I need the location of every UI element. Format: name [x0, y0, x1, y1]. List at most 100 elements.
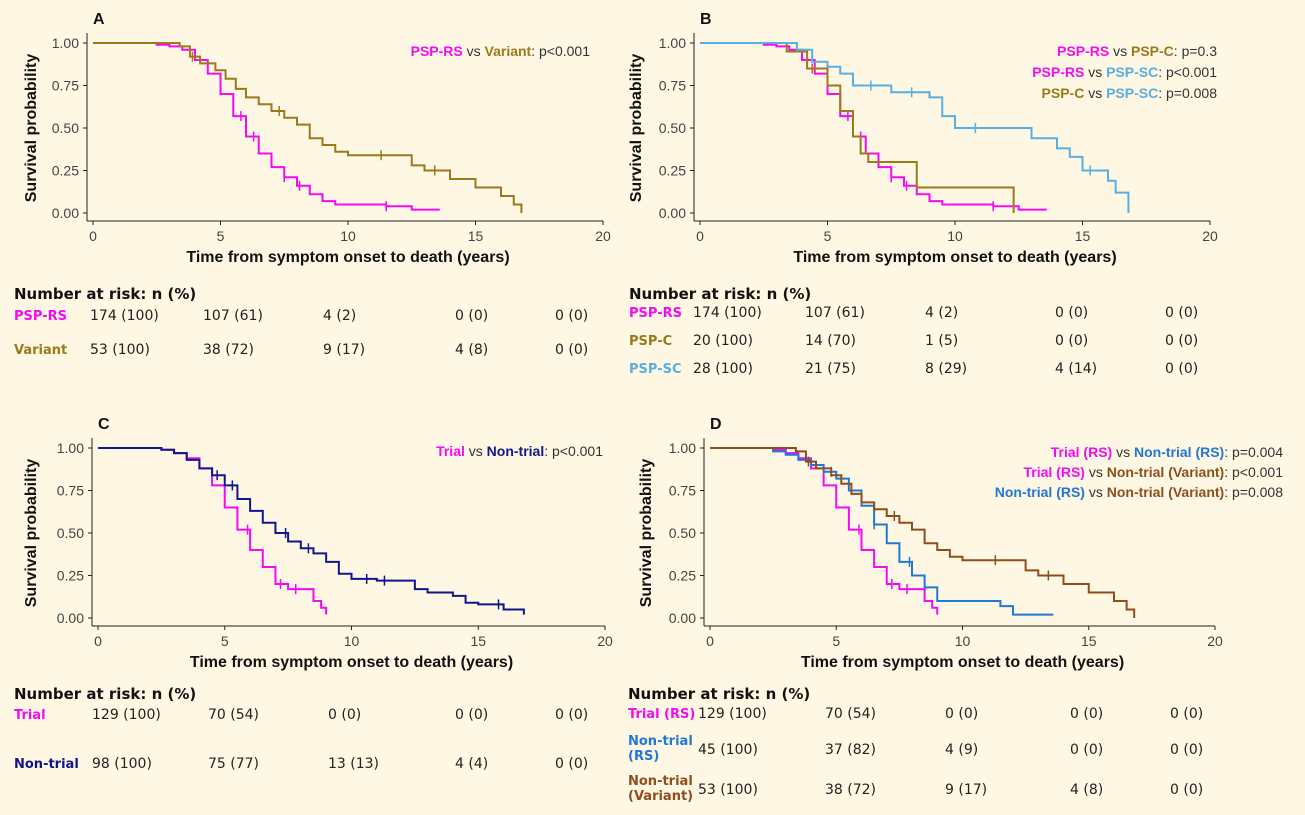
- panel-label: A: [93, 11, 105, 28]
- survival-curve-trial-rs: [710, 447, 939, 615]
- risk-cell: 0 (0): [1170, 742, 1204, 758]
- annotation-vs: vs: [465, 443, 487, 459]
- y-tick-label: 0.25: [659, 163, 686, 179]
- risk-cell: 4 (8): [455, 342, 489, 358]
- survival-curve-psp-sc: [700, 42, 1130, 213]
- risk-row-label-non-trial: Non-trial: [14, 757, 79, 772]
- risk-cell: 0 (0): [1170, 706, 1204, 722]
- risk-cell: 9 (17): [945, 782, 988, 798]
- panel-label: D: [710, 416, 722, 433]
- survival-curve-variant: [93, 42, 523, 213]
- x-tick-label: 15: [468, 228, 484, 244]
- risk-cell: 14 (70): [805, 333, 857, 349]
- risk-table-title: Number at risk: n (%): [14, 285, 197, 303]
- annotation-vs: vs: [1084, 64, 1106, 80]
- risk-cell: 0 (0): [1055, 333, 1089, 349]
- risk-row-label-trial-rs: Trial (RS): [628, 707, 696, 722]
- risk-cell: 4 (2): [323, 308, 357, 324]
- risk-cell: 0 (0): [455, 707, 489, 723]
- risk-cell: 0 (0): [1070, 742, 1104, 758]
- risk-cell: 0 (0): [1165, 305, 1199, 321]
- annotation-vs: vs: [1085, 484, 1107, 500]
- y-tick-label: 0.75: [669, 483, 696, 499]
- y-tick-label: 0.50: [57, 525, 84, 541]
- risk-cell: 4 (14): [1055, 361, 1098, 377]
- p-value-annotation: PSP-RS vs PSP-SC: p<0.001: [1032, 64, 1217, 80]
- y-tick-label: 0.75: [659, 78, 686, 94]
- annotation-group-b: PSP-SC: [1106, 64, 1158, 80]
- annotation-group-a: PSP-RS: [1057, 43, 1109, 59]
- x-tick-label: 15: [470, 633, 486, 649]
- x-axis-label: Time from symptom onset to death (years): [793, 249, 1116, 266]
- y-tick-label: 0.50: [669, 525, 696, 541]
- y-tick-label: 0.00: [659, 205, 686, 221]
- risk-cell: 4 (9): [945, 742, 979, 758]
- p-value-annotation: Trial (RS) vs Non-trial (Variant): p<0.0…: [1024, 464, 1284, 480]
- y-tick-label: 0.25: [669, 568, 696, 584]
- y-tick-label: 0.00: [57, 610, 84, 626]
- x-axis-label: Time from symptom onset to death (years): [801, 654, 1124, 671]
- annotation-p-value: : p=0.008: [1224, 484, 1283, 500]
- risk-cell: 75 (77): [208, 756, 260, 772]
- risk-cell: 174 (100): [90, 308, 159, 324]
- risk-cell: 0 (0): [555, 756, 589, 772]
- risk-table-title: Number at risk: n (%): [629, 285, 812, 303]
- panel-b: B 0.00 0.25 0.50 0.75 1.00 0 5 10 15 20 Time from s…: [605, 0, 1255, 400]
- x-tick-label: 15: [1081, 633, 1097, 649]
- y-tick-label: 0.75: [52, 78, 79, 94]
- y-tick-label: 0.75: [57, 483, 84, 499]
- y-axis-label: Survival probability: [23, 459, 40, 608]
- panel-label: B: [700, 11, 712, 28]
- risk-row-label-non-trial-rs: Non-trial (RS): [628, 734, 693, 764]
- annotation-p-value: : p=0.004: [1224, 444, 1283, 460]
- annotation-group-b: Non-trial (Variant): [1107, 484, 1224, 500]
- x-tick-label: 0: [696, 228, 704, 244]
- annotation-group-b: Non-trial (RS): [1134, 444, 1224, 460]
- x-tick-label: 0: [89, 228, 97, 244]
- risk-row-label-psp-sc: PSP-SC: [629, 362, 682, 377]
- risk-cell: 53 (100): [90, 342, 150, 358]
- annotation-group-a: Trial: [436, 443, 465, 459]
- annotation-p-value: : p<0.001: [531, 43, 590, 59]
- panel-c: C 0.00 0.25 0.50 0.75 1.00 0 5 10 15 20 Time from s…: [0, 405, 650, 805]
- panel-a: A 0.00 0.25 0.50 0.75 1.00 0 5 10 15 20 Time from s…: [0, 0, 650, 400]
- annotation-group-b: PSP-SC: [1106, 85, 1158, 101]
- annotation-p-value: : p=0.3: [1174, 43, 1217, 59]
- risk-cell: 98 (100): [92, 756, 152, 772]
- survival-curve-non-trial-rs: [710, 447, 1054, 616]
- y-tick-label: 1.00: [659, 35, 686, 51]
- risk-cell: 21 (75): [805, 361, 857, 377]
- annotation-group-a: Trial (RS): [1051, 444, 1112, 460]
- y-tick-label: 0.50: [52, 120, 79, 136]
- x-tick-label: 5: [221, 633, 229, 649]
- risk-cell: 174 (100): [693, 305, 762, 321]
- annotation-p-value: : p=0.008: [1158, 85, 1217, 101]
- y-tick-label: 1.00: [669, 440, 696, 456]
- risk-cell: 1 (5): [925, 333, 959, 349]
- annotation-vs: vs: [1112, 444, 1134, 460]
- annotation-vs: vs: [1085, 464, 1107, 480]
- x-tick-label: 20: [597, 633, 613, 649]
- annotation-p-value: : p<0.001: [544, 443, 603, 459]
- km-chart-d: D 0.00 0.25 0.50 0.75 1.00 0 5 10 15 20 Time from s…: [638, 416, 1283, 671]
- y-axis-label: Survival probability: [23, 54, 40, 203]
- y-tick-label: 0.25: [52, 163, 79, 179]
- annotation-group-b: Non-trial: [487, 443, 545, 459]
- y-tick-label: 0.25: [57, 568, 84, 584]
- risk-cell: 107 (61): [203, 308, 263, 324]
- y-tick-label: 1.00: [52, 35, 79, 51]
- x-axis-label: Time from symptom onset to death (years): [190, 654, 513, 671]
- annotation-group-a: Non-trial (RS): [995, 484, 1085, 500]
- annotation-group-b: PSP-C: [1131, 43, 1174, 59]
- risk-cell: 4 (8): [1070, 782, 1104, 798]
- p-value-annotation: PSP-C vs PSP-SC: p=0.008: [1042, 85, 1218, 101]
- y-tick-label: 0.50: [659, 120, 686, 136]
- risk-cell: 4 (2): [925, 305, 959, 321]
- x-tick-label: 0: [706, 633, 714, 649]
- p-value-annotation: Trial vs Non-trial: p<0.001: [436, 443, 603, 459]
- risk-cell: 4 (4): [455, 756, 489, 772]
- km-chart-a: A 0.00 0.25 0.50 0.75 1.00 0 5 10 15 20 Time from s…: [23, 11, 611, 266]
- risk-cell: 9 (17): [323, 342, 366, 358]
- p-value-annotation: PSP-RS vs PSP-C: p=0.3: [1057, 43, 1217, 59]
- p-value-annotation: PSP-RS vs Variant: p<0.001: [411, 43, 591, 59]
